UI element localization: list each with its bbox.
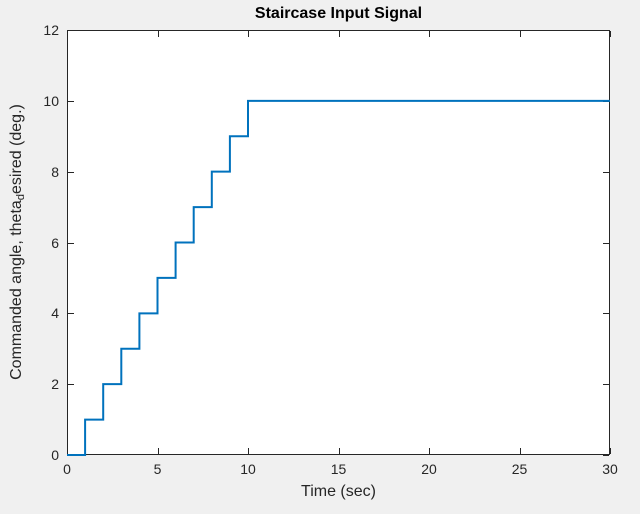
y-tick-label: 6 xyxy=(51,234,59,251)
y-tick-label: 8 xyxy=(51,163,59,180)
x-tick-label: 25 xyxy=(511,461,528,477)
y-tick-label: 12 xyxy=(43,22,59,38)
y-tick-label: 2 xyxy=(51,376,59,393)
x-tick-label: 0 xyxy=(63,461,71,477)
y-tick-label: 4 xyxy=(51,305,59,322)
x-tick-label: 10 xyxy=(240,461,256,477)
x-tick-label: 30 xyxy=(602,461,618,477)
x-tick-label: 15 xyxy=(330,461,347,477)
y-tick-label: 10 xyxy=(43,92,59,109)
plot-area-svg xyxy=(67,30,611,456)
x-tick-label: 20 xyxy=(421,461,437,477)
x-tick-labels: 0 5 10 15 20 25 30 xyxy=(63,461,618,479)
x-axis-label: Time (sec) xyxy=(301,483,376,500)
chart-title: Staircase Input Signal xyxy=(254,5,423,22)
axes-box xyxy=(67,30,610,455)
y-tick-labels: 0 2 4 6 8 10 12 xyxy=(0,22,59,463)
series-line-staircase-input xyxy=(67,99,610,456)
x-tick-label: 5 xyxy=(153,461,162,477)
y-tick-label: 0 xyxy=(51,447,59,463)
